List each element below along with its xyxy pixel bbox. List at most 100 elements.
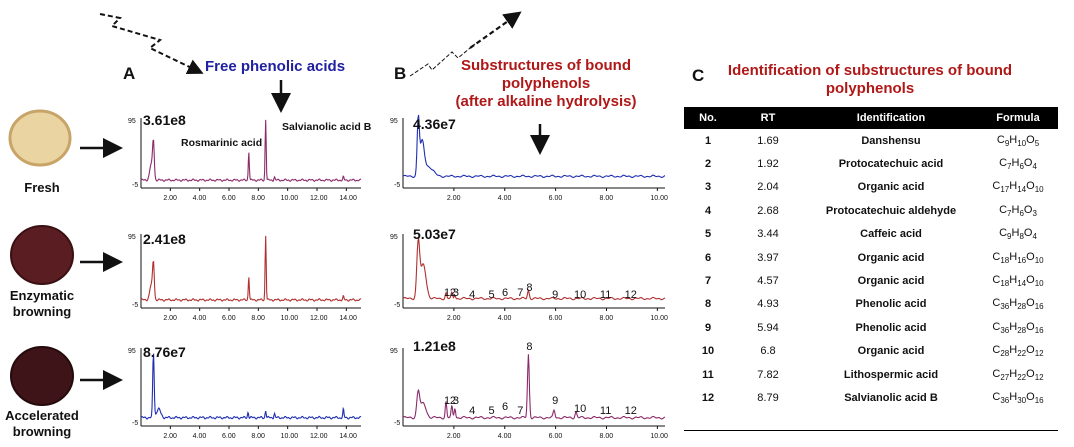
chrom-a-1-y-top: 95 bbox=[128, 234, 136, 241]
sample-label-fresh: Fresh bbox=[0, 180, 84, 196]
a-fresh-max: 3.61e8 bbox=[143, 112, 186, 128]
chrom-a-0-tick-label: 14.00 bbox=[339, 195, 357, 202]
table-cell-rt: 3.97 bbox=[757, 251, 779, 264]
chrom-b-1-tick-label: 10.00 bbox=[650, 315, 668, 322]
chrom-b-0-tick-label: 4.00 bbox=[498, 195, 512, 202]
a-accelerated-max: 8.76e7 bbox=[143, 344, 186, 360]
table-cell-no: 2 bbox=[704, 158, 712, 171]
table-cell-id: Phenolic acid bbox=[855, 298, 927, 311]
chrom-b-1-y-top: 95 bbox=[390, 234, 398, 241]
identification-table: No. RT Identification Formula 1 1.69 Dansh… bbox=[684, 107, 1058, 410]
sample-label-line: browning bbox=[12, 424, 72, 439]
peak-number-accelerated: 8 bbox=[526, 341, 532, 353]
chrom-b-1-tick-label: 6.00 bbox=[549, 315, 563, 322]
chrom-a-0-tick-label: 6.00 bbox=[222, 195, 236, 202]
table-cell-formula: C36H28O16 bbox=[992, 297, 1044, 312]
table-cell-id: Organic acid bbox=[857, 275, 925, 288]
table-cell-formula: C36H30O16 bbox=[992, 390, 1044, 406]
table-cell-no: 12 bbox=[701, 391, 715, 404]
a-enzymatic-trace bbox=[140, 235, 362, 302]
table-cell-rt: 8.79 bbox=[757, 391, 779, 404]
peak-number-accelerated: 7 bbox=[517, 405, 523, 417]
accelerated-sample-image bbox=[10, 346, 74, 406]
peak-number-enzymatic: 8 bbox=[526, 282, 532, 294]
panel-a-title: Free phenolic acids bbox=[205, 58, 346, 75]
fresh-sample-image bbox=[8, 109, 72, 167]
table-row: 12 8.79 Salvianolic acid B C36H30O16 bbox=[684, 386, 1058, 409]
table-cell-no: 10 bbox=[701, 345, 715, 358]
panel-b-letter: B bbox=[394, 64, 407, 83]
chrom-a-0-y-bottom: -5 bbox=[132, 182, 138, 189]
table-cell-rt: 6.8 bbox=[760, 345, 776, 358]
chrom-a-1-tick-label: 8.00 bbox=[251, 315, 265, 322]
table-cell-id: Danshensu bbox=[861, 134, 921, 147]
sample-label-accelerated: Accelerated browning bbox=[0, 408, 84, 440]
table-row: 4 2.68 Protocatechuic aldehyde C7H6O3 bbox=[684, 199, 1058, 222]
table-row: 5 3.44 Caffeic acid C9H8O4 bbox=[684, 223, 1058, 246]
peak-number-enzymatic: 6 bbox=[502, 287, 508, 299]
table-row: 7 4.57 Organic acid C18H14O10 bbox=[684, 269, 1058, 292]
peak-number-accelerated: 4 bbox=[469, 405, 475, 417]
sample-label-enzymatic: Enzymatic browning bbox=[0, 288, 84, 320]
chrom-a-0-tick-label: 2.00 bbox=[163, 195, 177, 202]
rosmarinic-acid-label: Rosmarinic acid bbox=[181, 137, 263, 149]
chrom-a-2-tick-label: 6.00 bbox=[222, 433, 236, 440]
chrom-b-2-tick-label: 2.00 bbox=[447, 433, 461, 440]
chrom-b-0-y-bottom: -5 bbox=[394, 182, 400, 189]
dashed-arrow-a bbox=[99, 13, 204, 75]
panel-b-title-line: polyphenols bbox=[501, 75, 591, 92]
table-cell-rt: 1.92 bbox=[757, 158, 779, 171]
chrom-b-1-tick-label: 8.00 bbox=[599, 315, 613, 322]
peak-number-accelerated: 11 bbox=[600, 405, 611, 417]
header-identification: Identification bbox=[804, 107, 978, 129]
table-cell-rt: 5.94 bbox=[757, 321, 779, 334]
table-row: 10 6.8 Organic acid C28H22O12 bbox=[684, 340, 1058, 363]
chrom-a-1-y-bottom: -5 bbox=[132, 302, 138, 309]
chrom-b-2-tick-label: 10.00 bbox=[650, 433, 668, 440]
table-cell-formula: C7H6O4 bbox=[999, 156, 1037, 172]
a-enzymatic-max: 2.41e8 bbox=[143, 231, 186, 247]
peak-number-enzymatic: 4 bbox=[469, 289, 475, 301]
table-cell-formula: C28H22O12 bbox=[992, 344, 1044, 359]
table-cell-rt: 1.69 bbox=[757, 134, 779, 147]
chrom-a-0-tick-label: 4.00 bbox=[193, 195, 207, 202]
peak-number-enzymatic: 2 bbox=[450, 287, 456, 299]
b-fresh-trace bbox=[402, 114, 666, 179]
header-rt: RT bbox=[732, 107, 804, 129]
chrom-b-1-tick-label: 2.00 bbox=[447, 315, 461, 322]
table-cell-rt: 2.68 bbox=[757, 204, 779, 217]
table-cell-formula: C27H22O12 bbox=[992, 367, 1044, 382]
a-accelerated-trace bbox=[140, 353, 362, 420]
table-row: 9 5.94 Phenolic acid C36H28O16 bbox=[684, 316, 1058, 339]
table-cell-id: Salvianolic acid B bbox=[844, 391, 938, 404]
chrom-a-1-tick-label: 2.00 bbox=[163, 315, 177, 322]
chrom-a-1-tick-label: 14.00 bbox=[339, 315, 357, 322]
b-enzymatic-max: 5.03e7 bbox=[413, 226, 456, 242]
chrom-b-1-y-bottom: -5 bbox=[394, 302, 400, 309]
chrom-a-0-y-top: 95 bbox=[128, 118, 136, 125]
chrom-a-2-tick-label: 8.00 bbox=[251, 433, 265, 440]
chrom-a-1-tick-label: 4.00 bbox=[193, 315, 207, 322]
b-accelerated-trace bbox=[402, 354, 666, 420]
chrom-a-0-tick-label: 8.00 bbox=[251, 195, 265, 202]
chrom-a-2-tick-label: 12.00 bbox=[310, 433, 328, 440]
table-cell-formula: C36H28O16 bbox=[992, 320, 1044, 335]
table-row: 1 1.69 Danshensu C9H10O5 bbox=[684, 129, 1058, 152]
chrom-a-0-tick-label: 10.00 bbox=[281, 195, 299, 202]
chrom-b-0-tick-label: 10.00 bbox=[650, 195, 668, 202]
sample-label-line: Accelerated bbox=[5, 408, 79, 423]
table-cell-id: Organic acid bbox=[857, 251, 925, 264]
table-cell-rt: 3.44 bbox=[757, 228, 779, 241]
chrom-a-2-tick-label: 2.00 bbox=[163, 433, 177, 440]
chrom-a-1-tick-label: 12.00 bbox=[310, 315, 328, 322]
table-cell-id: Protocatechuic acid bbox=[838, 158, 944, 171]
b-fresh-max: 4.36e7 bbox=[413, 116, 456, 132]
table-header-row: No. RT Identification Formula bbox=[684, 107, 1058, 129]
peak-number-enzymatic: 7 bbox=[517, 287, 523, 299]
chrom-b-2-tick-label: 4.00 bbox=[498, 433, 512, 440]
panel-c-title-line: polyphenols bbox=[825, 80, 915, 97]
dashed-arrow-b bbox=[409, 43, 476, 77]
table-row: 3 2.04 Organic acid C17H14O10 bbox=[684, 176, 1058, 199]
